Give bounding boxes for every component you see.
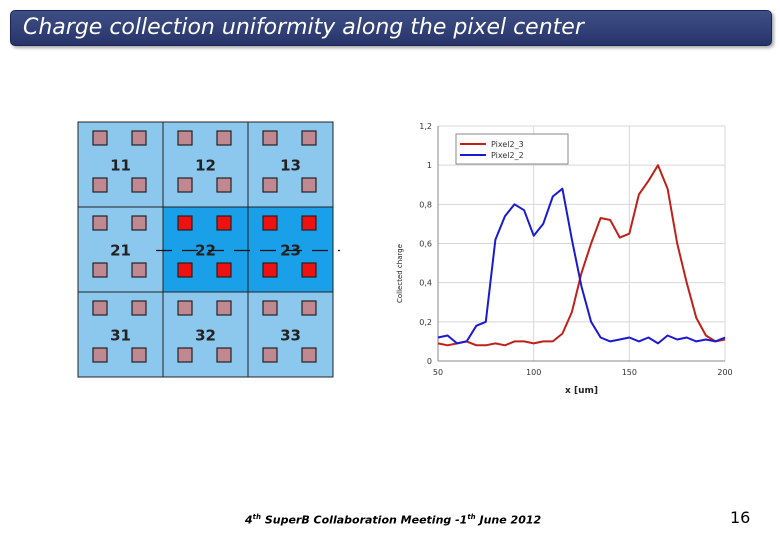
pixel-pad <box>262 177 278 193</box>
pixel-pad <box>216 130 232 146</box>
pixel-pad <box>131 300 147 316</box>
y-tick-label: 0,2 <box>419 318 432 327</box>
x-tick-label: 50 <box>433 368 443 377</box>
pixel-pad <box>92 262 108 278</box>
charge-profile-chart: 0 0,2 0,4 0,6 0,8 1 1,2 50 100 150 200 x [um] Collec… <box>396 122 733 396</box>
pixel-pad <box>177 262 193 278</box>
pixel-pad <box>131 130 147 146</box>
pixel-label-31: 31 <box>110 327 131 345</box>
y-axis-label: Collected charge <box>396 244 404 303</box>
footer-day-suffix: th <box>467 513 476 521</box>
footer-text-2: June 2012 <box>475 513 542 527</box>
x-tick-label: 200 <box>717 368 732 377</box>
pixel-pad <box>301 300 317 316</box>
pixel-pad <box>131 177 147 193</box>
title-bar: Charge collection uniformity along the p… <box>10 10 772 46</box>
footer-ordinal: 4 <box>245 513 253 527</box>
pixel-pad <box>131 262 147 278</box>
x-tick-label: 150 <box>622 368 637 377</box>
pixel-label-32: 32 <box>195 327 216 345</box>
y-tick-label: 1 <box>427 161 432 170</box>
pixel-pad <box>216 215 232 231</box>
pixel-pad <box>92 300 108 316</box>
pixel-pad <box>177 215 193 231</box>
pixel-cell-33 <box>247 291 334 378</box>
y-tick-label: 0,4 <box>419 279 432 288</box>
y-tick-label: 0,8 <box>419 200 432 209</box>
pixel-cell-13 <box>247 121 334 208</box>
page-number: 16 <box>730 508 751 527</box>
pixel-cell-31 <box>77 291 164 378</box>
legend-label-Pixel2_3: Pixel2_3 <box>491 140 524 149</box>
pixel-pad <box>92 177 108 193</box>
pixel-pad <box>301 347 317 363</box>
pixel-label-22: 22 <box>195 242 216 260</box>
pixel-pad <box>262 300 278 316</box>
footer-ordinal-suffix: th <box>252 513 261 521</box>
pixel-pad <box>262 130 278 146</box>
series-line-Pixel2_3 <box>437 164 726 347</box>
pixel-cell-22 <box>162 206 249 293</box>
slide-title: Charge collection uniformity along the p… <box>23 15 584 40</box>
footer: 4th SuperB Collaboration Meeting -1th Ju… <box>245 513 541 527</box>
pixel-pad <box>262 347 278 363</box>
series-line-Pixel2_2 <box>437 187 726 345</box>
y-tick-label: 0 <box>427 357 432 366</box>
pixel-pad <box>301 130 317 146</box>
legend-label-Pixel2_2: Pixel2_2 <box>491 151 524 160</box>
pixel-pad <box>177 177 193 193</box>
pixel-pad <box>262 262 278 278</box>
pixel-label-12: 12 <box>195 157 216 175</box>
pixel-pad <box>301 262 317 278</box>
pixel-pad <box>177 300 193 316</box>
pixel-cell-21 <box>77 206 164 293</box>
x-tick-label: 100 <box>526 368 541 377</box>
pixel-pad <box>216 177 232 193</box>
pixel-label-33: 33 <box>280 327 301 345</box>
pixel-label-13: 13 <box>280 157 301 175</box>
pixel-pad <box>301 215 317 231</box>
pixel-pad <box>216 262 232 278</box>
pixel-cell-11 <box>77 121 164 208</box>
pixel-pad <box>177 130 193 146</box>
x-axis-label: x [um] <box>565 386 598 396</box>
legend-box <box>455 133 569 165</box>
pixel-pad <box>262 215 278 231</box>
pixel-pad <box>177 347 193 363</box>
pixel-pad <box>216 347 232 363</box>
pixel-pad <box>301 177 317 193</box>
pixel-cell-23 <box>247 206 334 293</box>
pixel-pad <box>131 215 147 231</box>
pixel-pad <box>92 215 108 231</box>
pixel-pad <box>92 347 108 363</box>
pixel-pad <box>131 347 147 363</box>
pixel-label-11: 11 <box>110 157 131 175</box>
pixel-label-21: 21 <box>110 242 131 260</box>
y-tick-label: 0,6 <box>419 240 432 249</box>
pixel-pad <box>92 130 108 146</box>
pixel-cell-12 <box>162 121 249 208</box>
pixel-cell-32 <box>162 291 249 378</box>
footer-text-1: SuperB Collaboration Meeting -1 <box>261 513 468 527</box>
y-tick-label: 1,2 <box>419 122 432 131</box>
pixel-pad <box>216 300 232 316</box>
